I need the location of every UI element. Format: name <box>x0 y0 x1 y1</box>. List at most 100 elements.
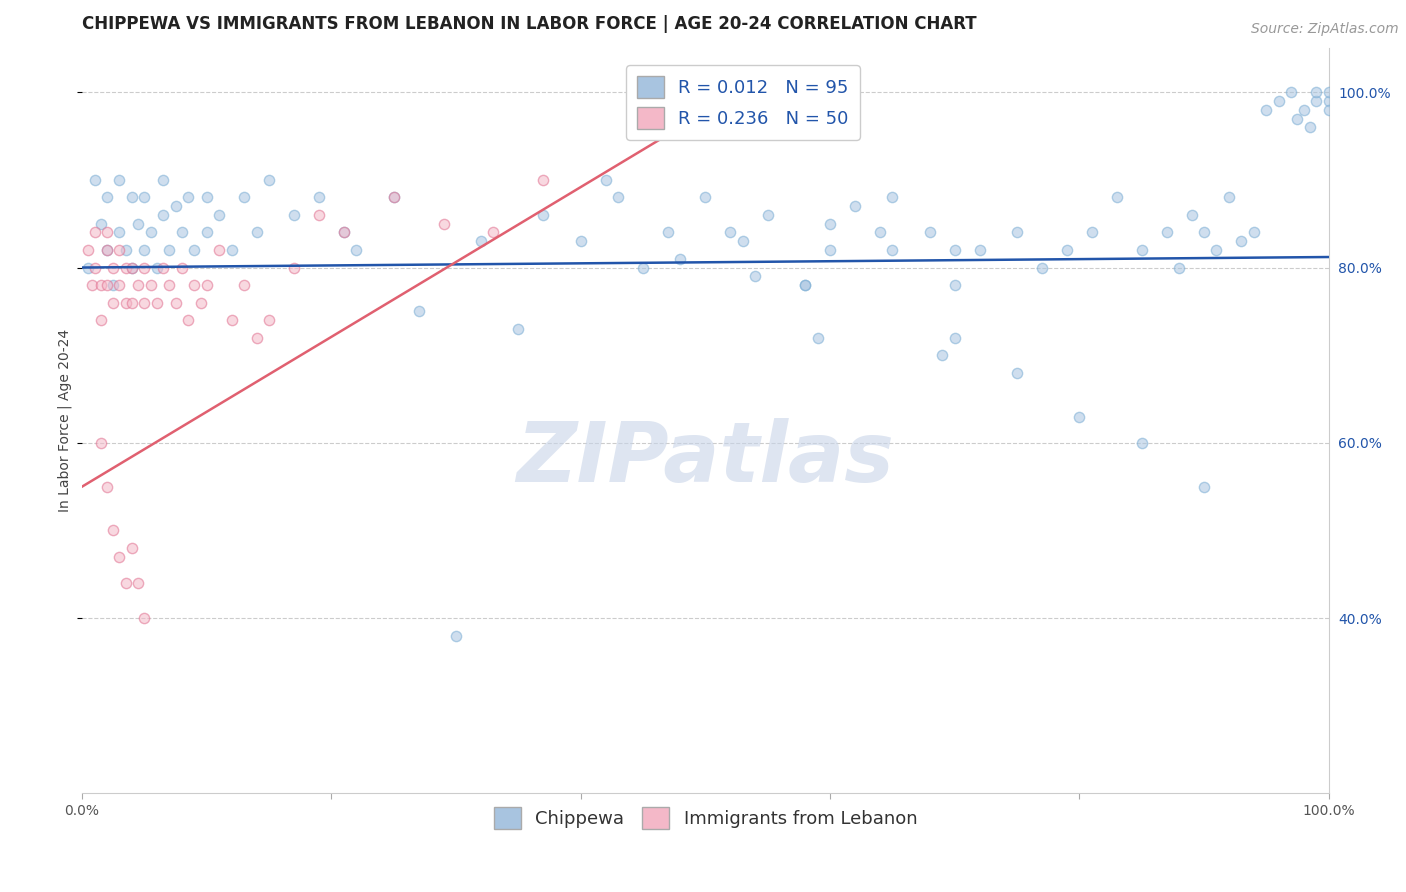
Point <box>83 173 105 187</box>
Point <box>470 234 492 248</box>
Point <box>1005 226 1028 240</box>
Point <box>1081 226 1104 240</box>
Point <box>77 260 100 275</box>
Point <box>869 226 891 240</box>
Point <box>531 208 554 222</box>
Point <box>1192 480 1215 494</box>
Point <box>1105 190 1128 204</box>
Point <box>157 278 180 293</box>
Point <box>1205 243 1227 257</box>
Point <box>77 243 100 257</box>
Point <box>931 348 953 362</box>
Text: CHIPPEWA VS IMMIGRANTS FROM LEBANON IN LABOR FORCE | AGE 20-24 CORRELATION CHART: CHIPPEWA VS IMMIGRANTS FROM LEBANON IN L… <box>82 15 977 33</box>
Point <box>1279 85 1302 99</box>
Point <box>165 199 187 213</box>
Point <box>308 208 330 222</box>
Point <box>631 260 654 275</box>
Point <box>969 243 991 257</box>
Point <box>108 226 131 240</box>
Point <box>1292 103 1315 117</box>
Point <box>943 331 966 345</box>
Point <box>190 295 212 310</box>
Point <box>844 199 866 213</box>
Point <box>1005 366 1028 380</box>
Point <box>208 243 231 257</box>
Point <box>1305 94 1327 108</box>
Point <box>794 278 817 293</box>
Point <box>183 243 205 257</box>
Point <box>657 226 679 240</box>
Point <box>165 295 187 310</box>
Point <box>121 260 143 275</box>
Point <box>818 243 841 257</box>
Point <box>157 243 180 257</box>
Point <box>195 278 218 293</box>
Point <box>731 234 754 248</box>
Point <box>139 278 162 293</box>
Point <box>170 226 193 240</box>
Point <box>152 173 174 187</box>
Point <box>943 243 966 257</box>
Point <box>233 278 256 293</box>
Point <box>108 278 131 293</box>
Point <box>90 217 112 231</box>
Point <box>177 190 200 204</box>
Point <box>103 260 125 275</box>
Point <box>96 480 118 494</box>
Point <box>569 234 592 248</box>
Point <box>1256 103 1278 117</box>
Point <box>756 208 779 222</box>
Point <box>1305 85 1327 99</box>
Point <box>744 269 766 284</box>
Point <box>595 173 617 187</box>
Point <box>794 278 817 293</box>
Point <box>134 611 156 625</box>
Point <box>1317 103 1340 117</box>
Point <box>246 226 269 240</box>
Point <box>121 260 143 275</box>
Point <box>108 173 131 187</box>
Point <box>114 243 136 257</box>
Point <box>943 278 966 293</box>
Text: Source: ZipAtlas.com: Source: ZipAtlas.com <box>1251 22 1399 37</box>
Point <box>127 217 149 231</box>
Point <box>134 295 156 310</box>
Point <box>103 295 125 310</box>
Point <box>96 278 118 293</box>
Point <box>1168 260 1191 275</box>
Point <box>121 541 143 555</box>
Point <box>246 331 269 345</box>
Point <box>114 295 136 310</box>
Point <box>1031 260 1053 275</box>
Point <box>221 243 243 257</box>
Point <box>669 252 692 266</box>
Point <box>134 243 156 257</box>
Point <box>90 278 112 293</box>
Point <box>233 190 256 204</box>
Point <box>90 313 112 327</box>
Point <box>208 208 231 222</box>
Point <box>257 313 280 327</box>
Point <box>482 226 505 240</box>
Point <box>195 226 218 240</box>
Point <box>114 576 136 591</box>
Point <box>283 208 305 222</box>
Point <box>818 217 841 231</box>
Legend: Chippewa, Immigrants from Lebanon: Chippewa, Immigrants from Lebanon <box>486 800 925 837</box>
Point <box>134 190 156 204</box>
Point <box>96 190 118 204</box>
Point <box>80 278 103 293</box>
Point <box>1268 94 1291 108</box>
Point <box>382 190 405 204</box>
Point <box>257 173 280 187</box>
Point <box>170 260 193 275</box>
Point <box>146 295 169 310</box>
Point <box>1218 190 1240 204</box>
Point <box>83 260 105 275</box>
Point <box>96 243 118 257</box>
Point <box>96 243 118 257</box>
Point <box>108 549 131 564</box>
Y-axis label: In Labor Force | Age 20-24: In Labor Force | Age 20-24 <box>58 329 72 513</box>
Point <box>1230 234 1253 248</box>
Text: ZIPatlas: ZIPatlas <box>516 417 894 499</box>
